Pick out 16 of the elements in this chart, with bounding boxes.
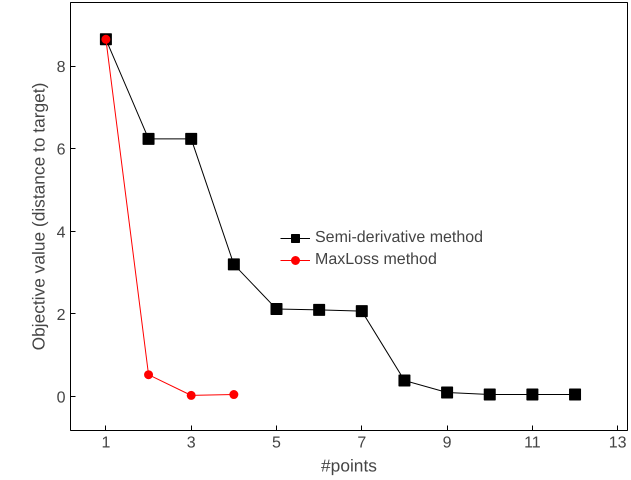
x-tick-label: 1 xyxy=(101,434,110,452)
legend-label: MaxLoss method xyxy=(315,251,437,269)
x-tick-label: 5 xyxy=(272,434,282,452)
legend-label: Semi-derivative method xyxy=(315,229,484,247)
x-tick-label: 13 xyxy=(608,434,627,452)
y-tick-label: 4 xyxy=(56,224,66,242)
x-axis-title: #points xyxy=(321,456,378,476)
x-tick-label: 7 xyxy=(357,434,366,452)
y-tick-label: 2 xyxy=(56,307,66,324)
y-tick-label: 8 xyxy=(56,59,66,76)
x-tick-label: 11 xyxy=(524,434,541,452)
y-axis-title: Objective value (distance to target) xyxy=(28,82,49,350)
x-tick-label: 9 xyxy=(442,434,452,452)
y-tick-label: 0 xyxy=(56,390,66,407)
y-tick-label: 6 xyxy=(56,142,66,159)
x-tick-label: 3 xyxy=(186,434,196,452)
